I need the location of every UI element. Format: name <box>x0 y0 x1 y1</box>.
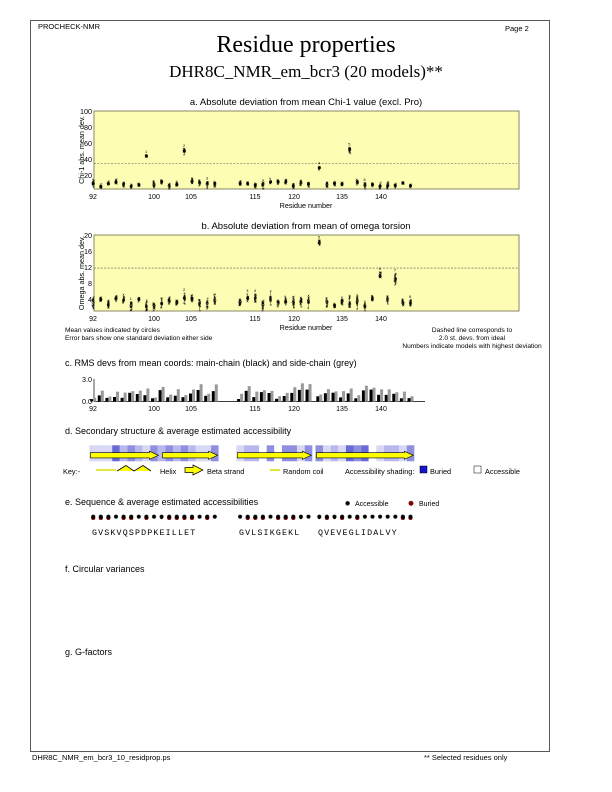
svg-text:115: 115 <box>249 316 260 323</box>
svg-text:135: 135 <box>336 194 348 201</box>
svg-text:140: 140 <box>375 194 387 201</box>
svg-text:Beta strand: Beta strand <box>207 467 244 476</box>
svg-text:105: 105 <box>185 316 197 323</box>
svg-text:Accessibility shading:: Accessibility shading: <box>345 467 414 476</box>
svg-text:3: 3 <box>246 288 248 293</box>
svg-text:Buried: Buried <box>419 501 439 508</box>
svg-text:2: 2 <box>183 143 185 148</box>
svg-text:Omega abs. mean dev.: Omega abs. mean dev. <box>77 236 86 310</box>
svg-text:Residue number: Residue number <box>280 201 333 210</box>
svg-text:1: 1 <box>130 296 132 301</box>
svg-text:115: 115 <box>249 194 260 201</box>
svg-text:120: 120 <box>288 316 300 323</box>
svg-text:5: 5 <box>348 142 350 147</box>
svg-text:115: 115 <box>249 406 260 413</box>
svg-text:2.0 st. devs. from ideal: 2.0 st. devs. from ideal <box>439 335 506 342</box>
svg-text:6: 6 <box>379 266 381 271</box>
svg-text:120: 120 <box>288 406 300 413</box>
svg-text:100: 100 <box>148 316 160 323</box>
svg-text:Error bars show one standard d: Error bars show one standard deviation e… <box>65 335 213 342</box>
svg-text:Residue number: Residue number <box>280 323 333 332</box>
svg-text:140: 140 <box>375 406 387 413</box>
svg-text:Accessible: Accessible <box>485 467 520 476</box>
svg-text:135: 135 <box>336 406 348 413</box>
svg-text:92: 92 <box>89 316 97 323</box>
svg-text:Random coil: Random coil <box>283 467 324 476</box>
svg-text:8: 8 <box>409 294 411 299</box>
svg-text:100: 100 <box>80 107 92 116</box>
svg-text:3: 3 <box>206 176 208 181</box>
svg-text:140: 140 <box>375 316 387 323</box>
svg-text:Accessible: Accessible <box>355 501 389 508</box>
svg-text:Buried: Buried <box>430 467 451 476</box>
svg-text:7: 7 <box>394 268 396 273</box>
svg-text:105: 105 <box>185 194 197 201</box>
svg-text:100: 100 <box>148 406 160 413</box>
svg-text:135: 135 <box>336 316 348 323</box>
svg-text:4: 4 <box>88 295 92 304</box>
svg-text:1: 1 <box>145 149 147 154</box>
svg-text:Numbers indicate models with h: Numbers indicate models with highest dev… <box>402 343 542 350</box>
svg-text:Chi-1 abs. mean dev.: Chi-1 abs. mean dev. <box>77 116 86 184</box>
svg-text:2: 2 <box>183 287 185 292</box>
svg-text:120: 120 <box>288 194 300 201</box>
svg-text:105: 105 <box>185 406 197 413</box>
svg-text:Dashed line corresponds to: Dashed line corresponds to <box>432 327 513 334</box>
svg-text:Mean values indicated by circl: Mean values indicated by circles <box>65 327 161 334</box>
svg-text:92: 92 <box>89 406 97 413</box>
svg-text:92: 92 <box>89 194 97 201</box>
svg-text:Key:-: Key:- <box>63 467 81 476</box>
svg-text:8: 8 <box>88 279 92 288</box>
svg-text:3.0: 3.0 <box>82 375 92 384</box>
svg-text:6: 6 <box>364 177 366 182</box>
svg-text:5: 5 <box>318 234 320 239</box>
svg-text:100: 100 <box>148 194 160 201</box>
svg-text:Helix: Helix <box>160 467 177 476</box>
